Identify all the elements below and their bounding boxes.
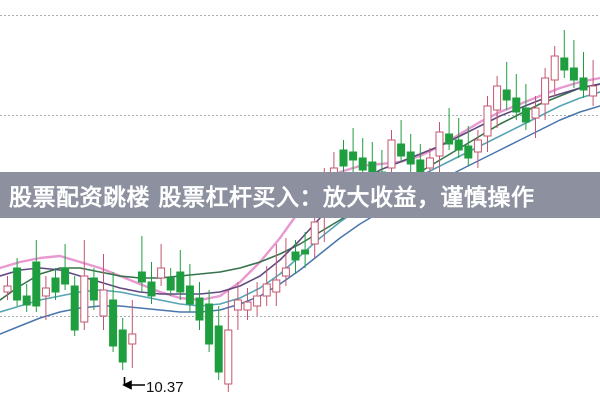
candle[interactable] <box>435 122 444 172</box>
candle[interactable] <box>80 240 89 330</box>
candlesticks[interactable] <box>3 30 598 392</box>
candle[interactable] <box>109 272 118 352</box>
candle[interactable] <box>550 46 559 96</box>
candle[interactable] <box>512 74 521 120</box>
candle[interactable] <box>147 262 156 304</box>
candle[interactable] <box>22 284 31 312</box>
candle[interactable] <box>253 282 262 316</box>
candle[interactable] <box>502 62 511 110</box>
candle[interactable] <box>41 276 50 320</box>
candle[interactable] <box>349 128 358 172</box>
candle[interactable] <box>157 244 166 286</box>
candle[interactable] <box>89 268 98 310</box>
candle[interactable] <box>166 268 175 296</box>
candle[interactable] <box>589 60 598 106</box>
candle[interactable] <box>224 290 233 392</box>
candle[interactable] <box>541 68 550 120</box>
candle[interactable] <box>243 288 252 320</box>
candle[interactable] <box>128 300 137 368</box>
candle[interactable] <box>3 276 12 300</box>
price-marker-arrow <box>122 380 145 390</box>
candle[interactable] <box>531 96 540 138</box>
watermark-text-band: 股票配资跳楼 股票杠杆买入：放大收益，谨慎操作 <box>0 172 600 218</box>
candle[interactable] <box>454 118 463 158</box>
candle[interactable] <box>272 244 281 306</box>
candle[interactable] <box>32 240 41 312</box>
candle[interactable] <box>118 318 127 370</box>
candle[interactable] <box>137 236 146 292</box>
candle[interactable] <box>301 232 310 268</box>
candle[interactable] <box>99 254 108 330</box>
candle[interactable] <box>445 108 454 150</box>
candle[interactable] <box>195 282 204 330</box>
candle[interactable] <box>406 134 415 172</box>
price-annotation-arrow <box>122 377 145 390</box>
price-marker-label: 10.37 <box>146 379 184 396</box>
candle[interactable] <box>233 282 242 330</box>
candle[interactable] <box>464 126 473 166</box>
candle[interactable] <box>262 266 271 306</box>
candle[interactable] <box>569 40 578 88</box>
candle[interactable] <box>13 258 22 306</box>
candle[interactable] <box>493 76 502 128</box>
candle[interactable] <box>560 30 569 78</box>
candle[interactable] <box>579 52 588 98</box>
ma-line-ma20 <box>0 83 600 301</box>
candle[interactable] <box>483 96 492 152</box>
candle[interactable] <box>214 306 223 380</box>
candle[interactable] <box>281 238 290 286</box>
candle[interactable] <box>185 264 194 312</box>
candle[interactable] <box>176 250 185 300</box>
candle[interactable] <box>473 130 482 168</box>
watermark-text: 股票配资跳楼 股票杠杆买入：放大收益，谨慎操作 <box>9 185 535 211</box>
candle[interactable] <box>291 240 300 274</box>
candle[interactable] <box>521 84 530 130</box>
candle[interactable] <box>61 244 70 290</box>
candle[interactable] <box>397 120 406 162</box>
candle[interactable] <box>51 268 60 300</box>
candle[interactable] <box>205 290 214 352</box>
candle[interactable] <box>70 276 79 336</box>
